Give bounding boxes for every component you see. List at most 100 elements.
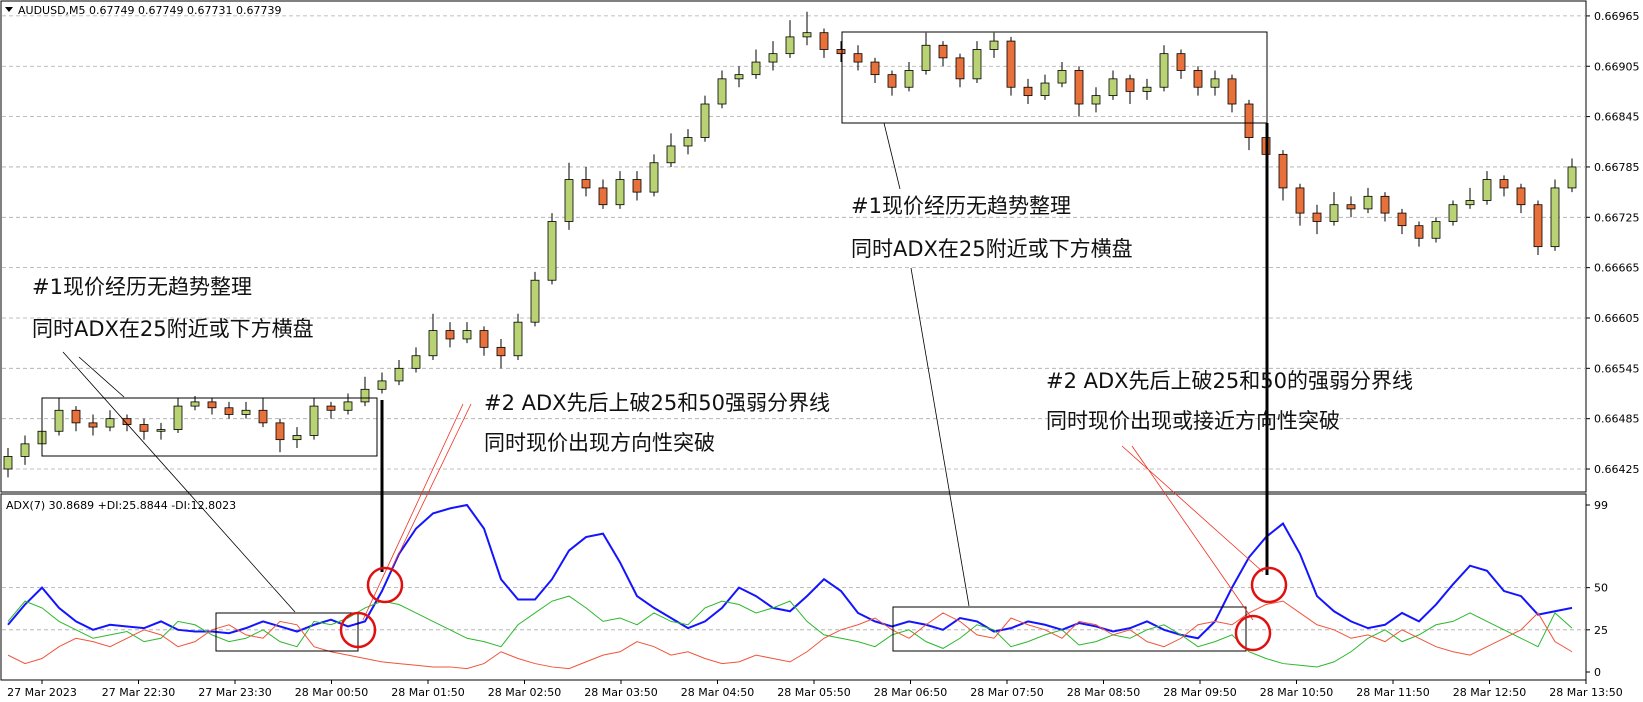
x-tick-label: 27 Mar 22:30 [102,686,175,699]
candle-body [836,49,846,55]
candle-body [717,78,727,105]
y-tick-label: 0.66785 [1594,161,1640,174]
candle-body [1499,179,1509,189]
candle-body [71,409,81,424]
candle-body [360,388,370,403]
x-tick-label: 28 Mar 04:50 [681,686,754,699]
candle-body [394,367,404,382]
candle-body [615,179,625,206]
candle-body [428,330,438,357]
candle-body [343,401,353,411]
candle-body [1431,221,1441,239]
candle-body [411,355,421,369]
candle-body [1108,78,1118,97]
y-tick-label: 25 [1594,624,1608,637]
y-tick-label: 0.66605 [1594,312,1640,325]
annotation: #1现价经历无趋势整理 [851,194,1071,218]
candle-body [751,61,761,76]
candle-body [768,53,778,63]
candle-body [1074,70,1084,105]
candle-body [224,407,234,415]
candle-body [649,162,659,193]
y-tick-label: 0.66965 [1594,10,1640,23]
y-tick-label: 0.66485 [1594,413,1640,426]
candle-body [292,435,302,441]
candle-body [1533,204,1543,248]
candle-body [1057,70,1067,84]
y-tick-label: 0.66545 [1594,362,1640,375]
highlight-circle [1250,566,1288,604]
annotation: #2 ADX先后上破25和50强弱分界线 [484,391,830,415]
candle-body [1482,179,1492,201]
range-box [892,606,1247,652]
y-tick-label: 0.66905 [1594,60,1640,73]
candle-body [1448,204,1458,222]
candle-body [632,179,642,193]
candle-body [1295,187,1305,214]
y-tick-label: 0 [1594,666,1601,679]
candle-body [802,32,812,38]
candle-body [496,346,506,357]
y-tick-label: 99 [1594,499,1608,512]
plot: 0.66425 0.66485 0.66545 0.66605 0.66665 0.667… [2,10,1640,699]
candle-body [1346,204,1356,210]
annotation: 同时现价出现方向性突破 [484,431,715,455]
x-tick-label: 28 Mar 09:50 [1163,686,1236,699]
candle-body [921,44,931,71]
highlight-circle [1234,614,1272,652]
candle-body [54,409,64,432]
candle-body [241,409,251,415]
candle-body [309,405,319,436]
candle-body [530,279,540,323]
candle-body [547,221,557,281]
x-tick-label: 27 Mar 23:30 [198,686,271,699]
candle-body [734,74,744,80]
candle-body [1210,78,1220,88]
pointer-line [78,356,125,398]
candle-body [1176,53,1186,71]
candle-body [156,429,166,432]
candle-body [326,405,336,411]
candle-body [1363,195,1373,210]
candle-body [3,456,13,470]
price-panel [0,0,1587,493]
pointer-line [62,351,296,613]
x-tick-label: 28 Mar 11:50 [1356,686,1429,699]
indicator-line [7,503,1573,640]
candle-body [1244,103,1254,138]
candle-body [445,330,455,340]
x-tick-label: 28 Mar 01:50 [391,686,464,699]
highlight-circle [339,611,377,649]
x-tick-label: 28 Mar 07:50 [970,686,1043,699]
candle-body [581,179,591,189]
candle-body [683,137,693,147]
candle-body [1465,200,1475,206]
candle-body [377,380,387,390]
candle-body [1227,78,1237,105]
y-tick-label: 50 [1594,582,1608,595]
annotation: 同时ADX在25附近或下方横盘 [32,317,314,341]
candle-body [479,330,489,348]
highlight-circle [366,566,404,604]
candle-body [564,179,574,222]
candle-body [173,405,183,430]
candle-body [1091,95,1101,105]
candle-body [853,53,863,63]
range-box [841,31,1268,124]
candle-body [870,61,880,76]
annotation: 同时ADX在25附近或下方横盘 [851,237,1133,261]
candle-body [513,321,523,357]
candle-body [122,418,132,425]
range-box [41,397,378,457]
x-tick-label: 28 Mar 05:50 [777,686,850,699]
pointer-line [883,122,901,190]
candle-body [1550,187,1560,248]
annotation-shapes [41,31,1288,652]
candle-body [1312,212,1322,222]
pointer-line [362,403,464,621]
range-box [215,612,359,652]
candle-body [819,32,829,50]
indicator-panel [0,493,1587,681]
candle-body [105,418,115,428]
